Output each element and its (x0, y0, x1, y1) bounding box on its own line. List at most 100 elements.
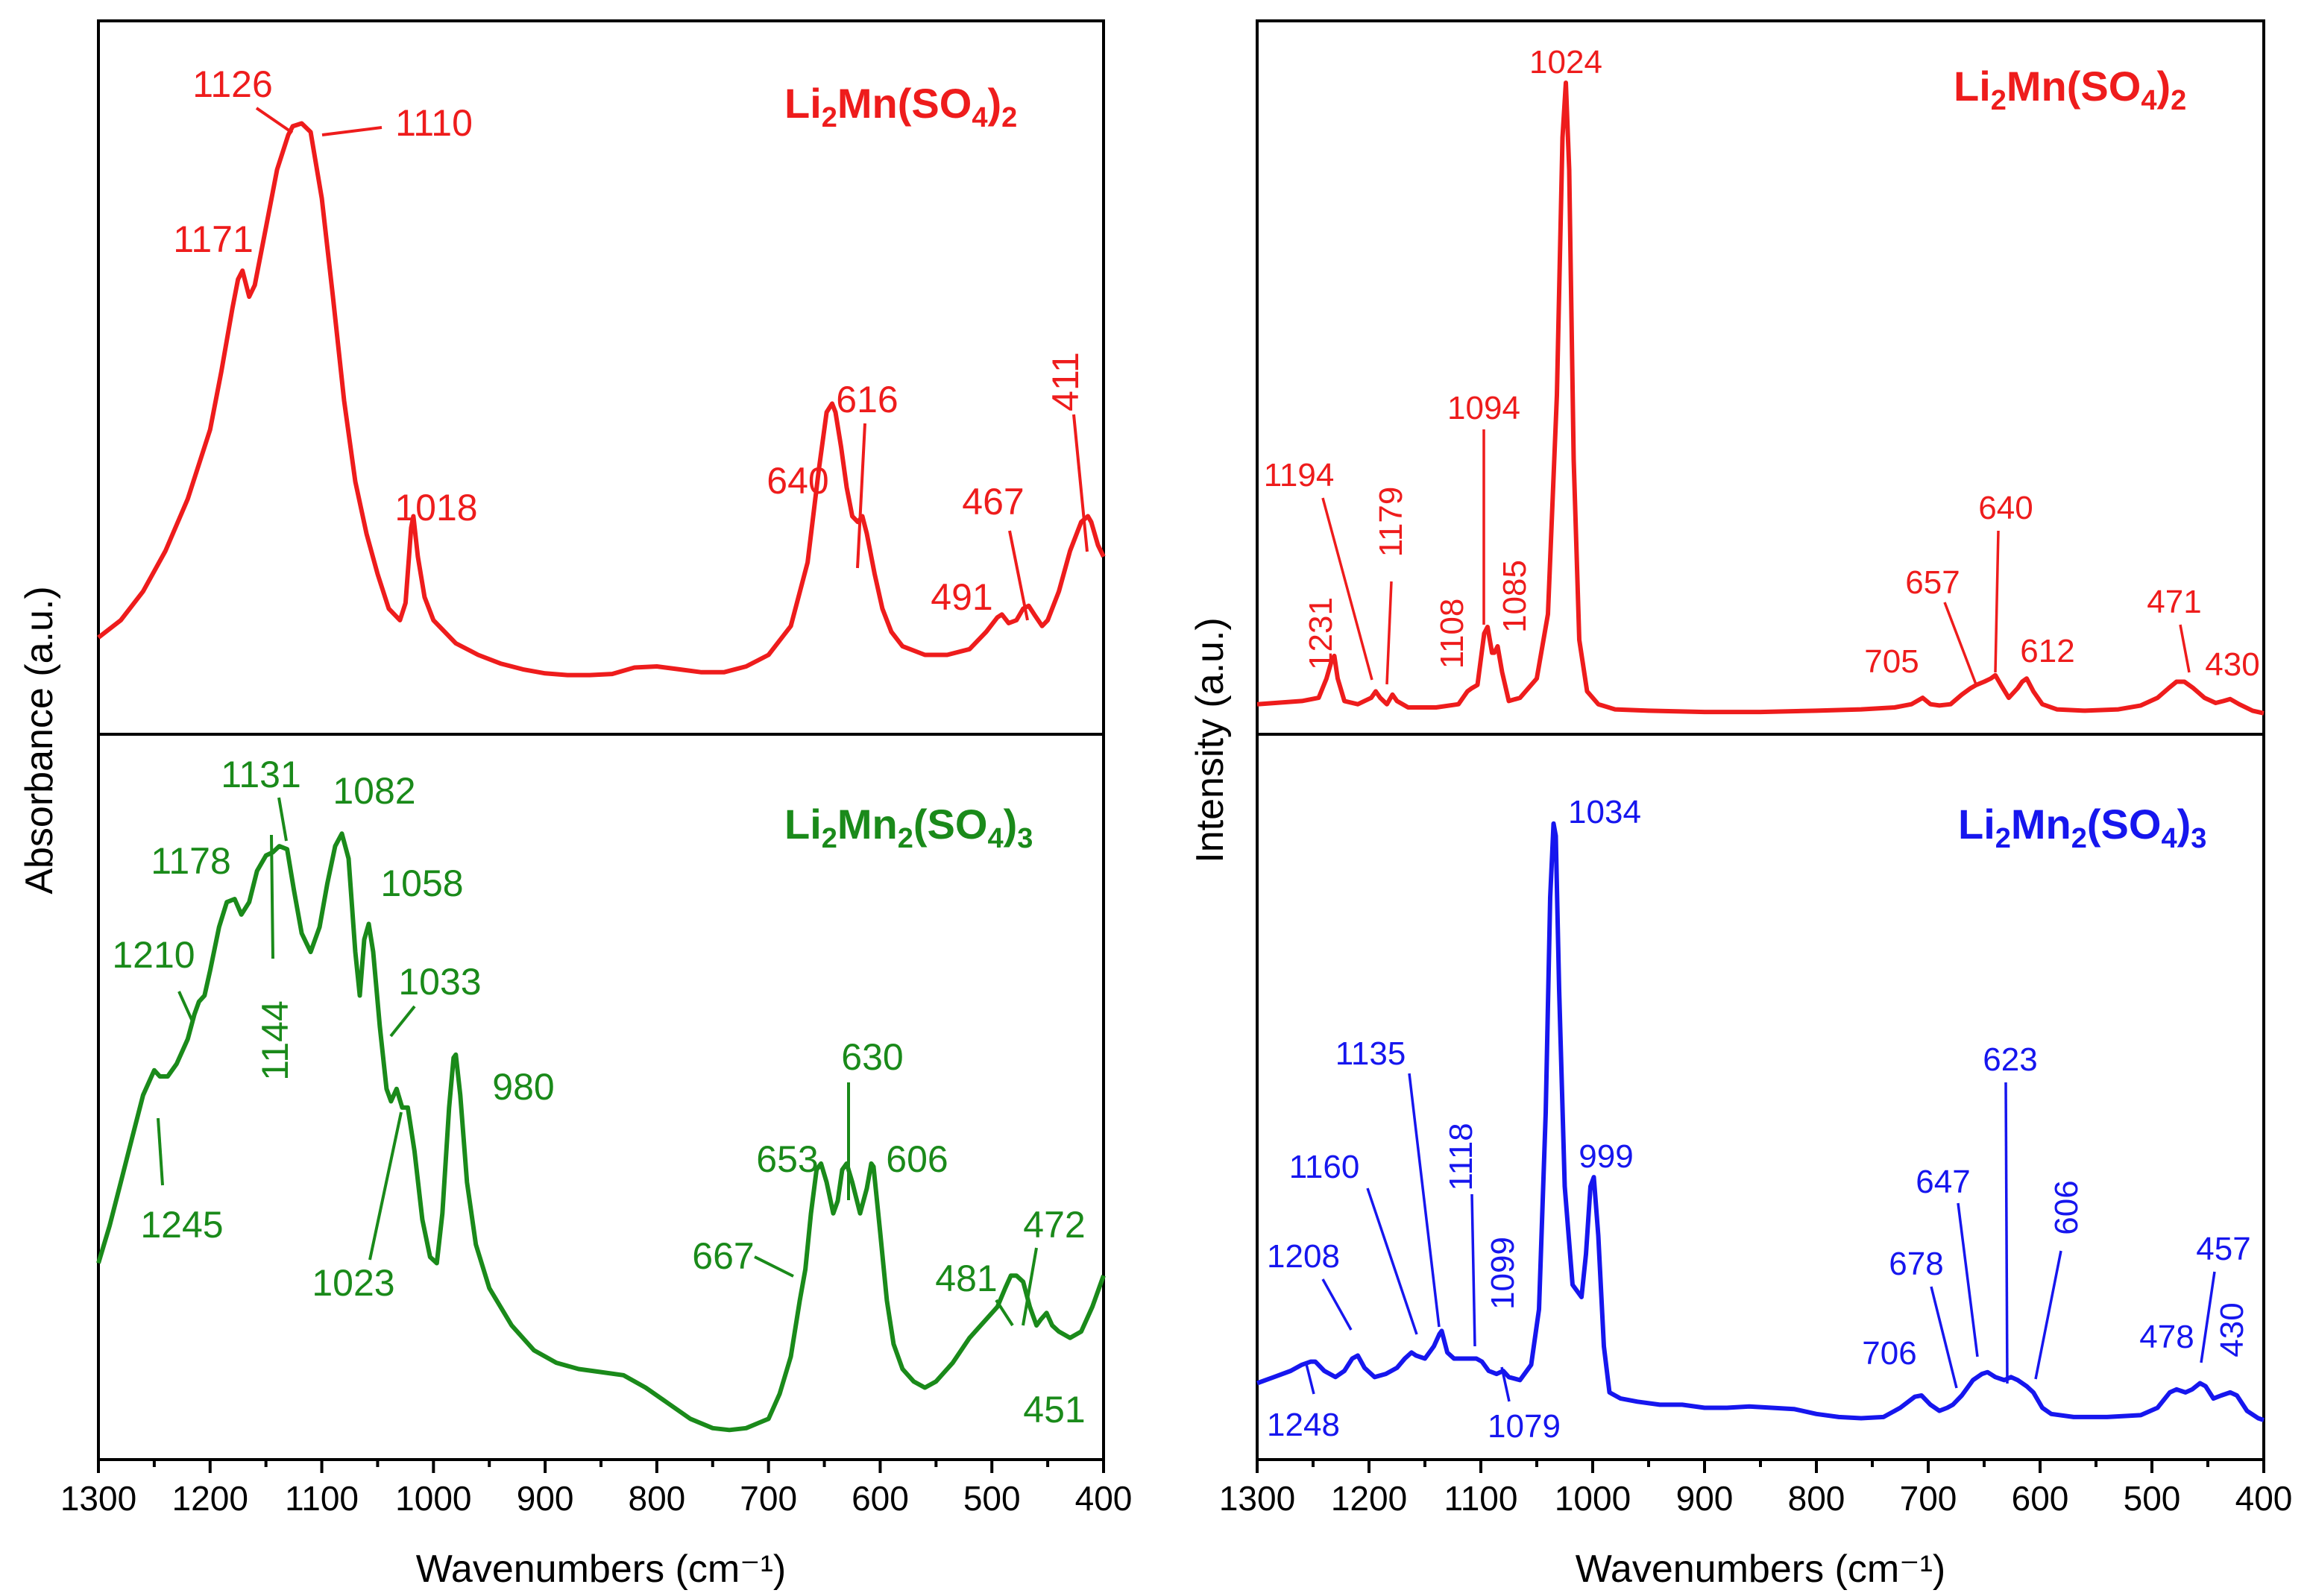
peak-label: 653 (756, 1138, 818, 1180)
peak-label: 411 (1045, 352, 1086, 411)
formula-text: ) (987, 80, 1001, 127)
x-tick-label: 1000 (395, 1479, 471, 1518)
raman-ylabel: Intensity (a.u.) (1189, 617, 1232, 862)
leader-line (177, 991, 194, 1022)
peak-label: 457 (2196, 1231, 2250, 1267)
leader-line (1321, 497, 1373, 681)
peak-label: 1058 (380, 862, 463, 904)
peak-label: 1118 (1443, 1123, 1479, 1190)
raman-curve-li2mn-so4-2 (1256, 81, 2265, 716)
peak-label: 1085 (1497, 560, 1533, 633)
formula-subscript: 2 (1991, 85, 2007, 116)
peak-label: 606 (886, 1138, 948, 1180)
formula-text: Mn(SO (837, 80, 972, 127)
leader-line (1930, 1286, 1958, 1389)
leader-line (2034, 1250, 2062, 1380)
formula-text: ) (2177, 801, 2191, 848)
leader-line (1470, 1193, 1476, 1347)
leader-line (1321, 1278, 1353, 1331)
peak-label: 623 (1983, 1041, 2037, 1078)
formula-text: ) (1004, 801, 1018, 848)
leader-line (1008, 530, 1029, 621)
leader-line (389, 1005, 416, 1038)
x-tick-label: 1100 (1444, 1479, 1518, 1518)
formula-text: Mn (837, 801, 898, 848)
leader-line (1305, 1363, 1315, 1395)
ftir-ylabel: Absorbance (a.u.) (18, 586, 61, 894)
formula-text: ) (2156, 63, 2171, 110)
peak-label: 1094 (1447, 390, 1520, 426)
raman-legend-li2mn2-so4-3: Li2Mn2(SO4)3 (1958, 801, 2206, 854)
leader-line (1408, 1073, 1441, 1328)
ftir-legend-li2mn2-so4-3: Li2Mn2(SO4)3 (784, 801, 1033, 854)
peak-label: 705 (1864, 643, 1919, 680)
peak-label: 1131 (221, 754, 301, 795)
formula-subscript: 2 (898, 823, 913, 854)
peak-label: 471 (2147, 584, 2201, 620)
x-tick-label: 900 (1676, 1479, 1734, 1518)
x-tick-label: 800 (629, 1479, 686, 1518)
formula-subscript: 4 (2141, 85, 2156, 116)
leader-line (277, 797, 288, 842)
x-tick-label: 1100 (285, 1479, 359, 1518)
peak-label: 980 (492, 1066, 554, 1108)
raman-peak-labels-li2mn2-so4-3: 1034 1135 1160 1118 999 1208 1099 1248 1… (1267, 794, 2251, 1445)
raman-legend-li2mn-so4-2: Li2Mn(SO4)2 (1954, 63, 2186, 116)
peak-label: 472 (1023, 1204, 1085, 1246)
raman-frame (1256, 19, 2265, 1461)
formula-subscript: 2 (822, 102, 837, 133)
peak-label: 1248 (1267, 1407, 1340, 1443)
formula-subscript: 2 (1001, 102, 1017, 133)
x-tick-label: 1300 (1219, 1479, 1295, 1518)
raman-leader-lines-li2mn2-so4-3 (1305, 1073, 2216, 1402)
peak-label: 1210 (112, 934, 195, 976)
formula-subscript: 2 (2071, 823, 2087, 854)
peak-label: 999 (1579, 1138, 1633, 1175)
ftir-peak-labels-li2mn2-so4-3: 1131 1082 1178 1058 1210 1144 1033 980 1… (112, 754, 1085, 1431)
ftir-xlabel: Wavenumbers (cm⁻¹) (416, 1548, 786, 1591)
raman-xlabel: Wavenumbers (cm⁻¹) (1576, 1548, 1945, 1591)
peak-label: 1024 (1529, 44, 1602, 81)
leader-line (1072, 414, 1089, 552)
formula-text: Li (1954, 63, 1991, 110)
leader-line (368, 1111, 403, 1261)
formula-subscript: 2 (1995, 823, 2011, 854)
peak-label: 612 (2020, 633, 2074, 669)
peak-label: 1079 (1488, 1408, 1561, 1445)
peak-label: 1194 (1264, 457, 1335, 493)
peak-label: 647 (1916, 1164, 1970, 1200)
peak-label: 1178 (151, 840, 231, 882)
x-tick-label: 700 (740, 1479, 797, 1518)
leader-line (2200, 1271, 2216, 1363)
leader-line (1385, 581, 1393, 685)
formula-subscript: 4 (972, 102, 987, 133)
leader-line (270, 834, 274, 959)
peak-label: 678 (1889, 1246, 1943, 1282)
leader-line (995, 1299, 1014, 1327)
formula-subscript: 2 (822, 823, 837, 854)
leader-line (2179, 624, 2191, 673)
formula-subscript: 4 (2161, 823, 2177, 854)
leader-line (1957, 1202, 1979, 1357)
raman-peak-labels-li2mn-so4-2: 1024 1194 1179 1094 1231 1108 1085 640 6… (1264, 44, 2260, 683)
peak-label: 491 (931, 576, 992, 618)
peak-label: 481 (935, 1258, 997, 1299)
ftir-panel: 1300 1200 1100 1000 900 800 700 600 500 400 Waven… (18, 19, 1132, 1591)
peak-label: 640 (767, 460, 828, 502)
peak-label: 451 (1023, 1389, 1085, 1431)
peak-label: 1099 (1485, 1237, 1521, 1310)
formula-text: Mn (2011, 801, 2071, 848)
leader-line (2004, 1082, 2009, 1384)
formula-subscript: 4 (987, 823, 1003, 854)
peak-label: 606 (2048, 1180, 2085, 1234)
formula-text: Mn(SO (2007, 63, 2141, 110)
raman-curve-li2mn2-so4-3 (1256, 821, 2265, 1422)
peak-label: 630 (841, 1036, 903, 1078)
ftir-x-axis: 1300 1200 1100 1000 900 800 700 600 500 400 (60, 1460, 1132, 1518)
peak-label: 640 (1978, 490, 2033, 526)
formula-subscript: 3 (1017, 823, 1033, 854)
x-tick-label: 600 (2012, 1479, 2069, 1518)
raman-x-axis: 1300 1200 1100 1000 900 800 700 600 500 400 (1219, 1460, 2292, 1518)
peak-label: 467 (962, 481, 1024, 523)
leader-line (1943, 602, 1977, 685)
